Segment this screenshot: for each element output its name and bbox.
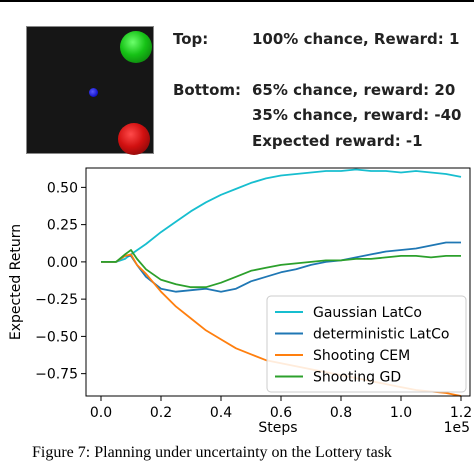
x-tick-label: 0.6 <box>270 405 292 421</box>
bottom-label: Bottom: <box>173 81 242 99</box>
legend-entry-label: Shooting GD <box>313 370 401 386</box>
top-label: Top: <box>173 30 209 48</box>
blue-agent-icon <box>89 88 98 97</box>
legend-entry-label: deterministic LatCo <box>313 327 449 343</box>
legend-entry-label: Gaussian LatCo <box>313 305 422 321</box>
x-tick-label: 0.4 <box>210 405 232 421</box>
plot-frame <box>85 167 471 397</box>
top-description: 100% chance, Reward: 1 <box>252 30 460 48</box>
green-ball-icon <box>120 31 152 63</box>
bottom-line-2: 35% chance, reward: -40 <box>252 106 462 124</box>
y-axis-label: Expected Return <box>8 224 24 340</box>
y-tick-label: 0.25 <box>47 218 78 234</box>
expected-return-chart: 0.0 0.2 0.4 0.6 0.8 1.0 1.2 0.50 0.25 0.00 −0.25 −0… <box>8 167 472 436</box>
series-line-3 <box>101 249 461 289</box>
series-line-0 <box>101 168 462 263</box>
x-axis-offset-text: 1e5 <box>444 420 470 436</box>
y-tick-label: −0.25 <box>35 292 78 308</box>
x-tick-label: 0.2 <box>150 405 172 421</box>
x-tick-label: 1.0 <box>390 405 412 421</box>
y-tick-label: −0.50 <box>35 329 78 345</box>
y-tick-label: 0.50 <box>47 180 78 196</box>
legend-box <box>266 295 467 393</box>
top-rule <box>0 0 474 2</box>
plot-area <box>101 168 462 397</box>
legend-entry-label: Shooting CEM <box>313 348 410 364</box>
x-tick-label: 0.8 <box>330 405 352 421</box>
figure-caption: Figure 7: Planning under uncertainty on … <box>32 444 392 461</box>
y-tick-label: −0.75 <box>35 367 78 383</box>
expected-reward: Expected reward: -1 <box>252 132 423 150</box>
lottery-environment-image <box>26 26 154 155</box>
x-axis-label: Steps <box>258 420 297 436</box>
x-tick-label: 1.2 <box>450 405 472 421</box>
legend: Gaussian LatCo deterministic LatCo Shootin… <box>266 295 467 393</box>
y-tick-label: 0.00 <box>47 255 78 271</box>
red-ball-icon <box>118 123 150 155</box>
bottom-line-1: 65% chance, reward: 20 <box>252 81 456 99</box>
x-tick-label: 0.0 <box>90 405 112 421</box>
axis-ticks: 0.0 0.2 0.4 0.6 0.8 1.0 1.2 0.50 0.25 0.00 −0.25 −0… <box>35 180 472 421</box>
